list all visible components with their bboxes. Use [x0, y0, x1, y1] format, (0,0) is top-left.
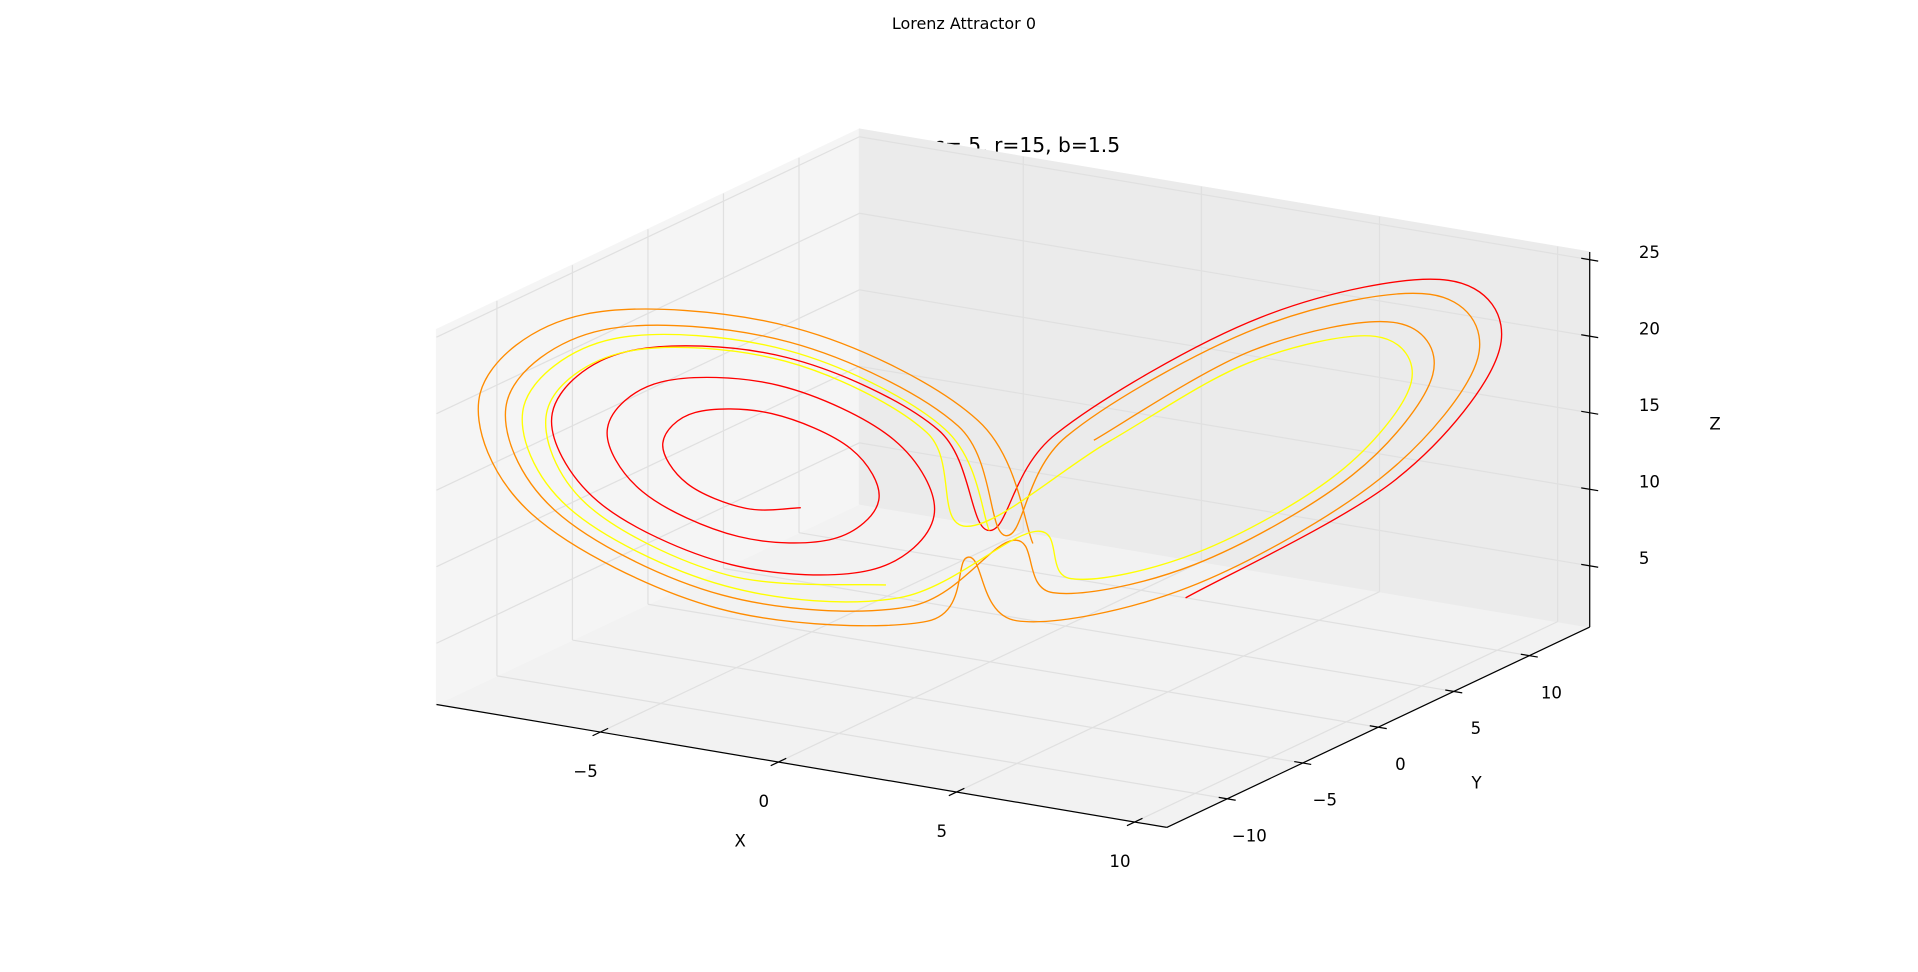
- y-tick: [1520, 653, 1538, 658]
- z-tick-label: 10: [1639, 473, 1660, 492]
- figure-title: Lorenz Attractor 0: [892, 14, 1036, 33]
- trajectory: [521, 333, 1413, 603]
- x-tick: [1126, 817, 1143, 827]
- z-tick: [1581, 563, 1599, 568]
- y-tick-label: 0: [1395, 755, 1406, 774]
- grid-line: [859, 136, 1590, 261]
- x-tick: [592, 727, 609, 737]
- z-tick-label: 20: [1639, 320, 1660, 339]
- trajectory: [477, 292, 1481, 627]
- grid-line: [647, 603, 1379, 728]
- x-tick: [770, 757, 787, 767]
- y-tick: [1294, 760, 1312, 766]
- grid-line: [496, 675, 1228, 800]
- trajectory: [550, 278, 1503, 599]
- y-tick-label: 10: [1541, 683, 1562, 702]
- z-tick-label: 15: [1639, 396, 1660, 415]
- grid-line: [798, 532, 1530, 657]
- grid-line: [859, 289, 1590, 414]
- x-tick-label: 0: [758, 792, 769, 811]
- x-tick-label: 10: [1109, 852, 1130, 871]
- grid-line: [436, 212, 860, 415]
- y-tick: [1218, 796, 1236, 801]
- y-tick: [1369, 725, 1387, 730]
- z-axis-label: Z: [1709, 414, 1720, 433]
- z-tick-label: 5: [1639, 549, 1650, 568]
- grid-line: [436, 289, 860, 491]
- y-tick: [1445, 689, 1463, 694]
- y-axis-label: Y: [1471, 773, 1483, 792]
- grid-line: [859, 365, 1590, 490]
- z-tick: [1581, 334, 1599, 339]
- y-tick-label: −10: [1232, 826, 1267, 845]
- grid-line: [436, 442, 860, 644]
- z-tick-label: 25: [1639, 243, 1660, 262]
- grid-line: [723, 567, 1454, 693]
- x-tick-label: −5: [573, 762, 597, 781]
- z-tick: [1581, 487, 1599, 492]
- x-tick-label: 5: [937, 822, 948, 841]
- x-axis-line: [436, 703, 1167, 829]
- grid-line: [436, 136, 860, 338]
- z-tick: [1581, 410, 1599, 415]
- x-axis-label: X: [734, 832, 745, 851]
- z-tick: [1581, 257, 1599, 262]
- grid-line: [436, 365, 860, 568]
- y-tick-label: −5: [1313, 791, 1337, 810]
- grid-line: [572, 639, 1303, 764]
- x-tick: [948, 787, 965, 797]
- y-tick-label: 5: [1471, 719, 1482, 738]
- grid-line: [859, 212, 1590, 337]
